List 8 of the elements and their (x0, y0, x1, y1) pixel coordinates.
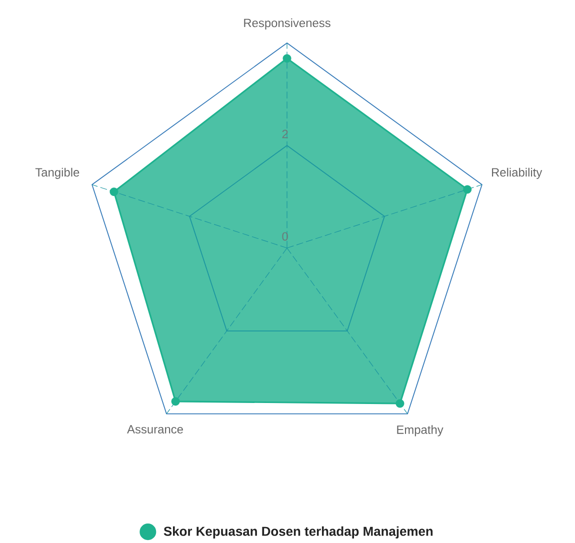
y-tick-label: 2 (282, 130, 288, 138)
text: Skor Kepuasan Dosen terhadap Manajemen (164, 526, 433, 538)
spoke-label: Assurance (127, 425, 183, 434)
spoke-label: Tangible (35, 168, 80, 179)
spoke-label: Reliability (492, 168, 542, 179)
y-tick-label: 0 (282, 232, 288, 241)
spoke-label: Responsiveness (244, 18, 330, 30)
spoke-label: Empathy (397, 425, 444, 436)
